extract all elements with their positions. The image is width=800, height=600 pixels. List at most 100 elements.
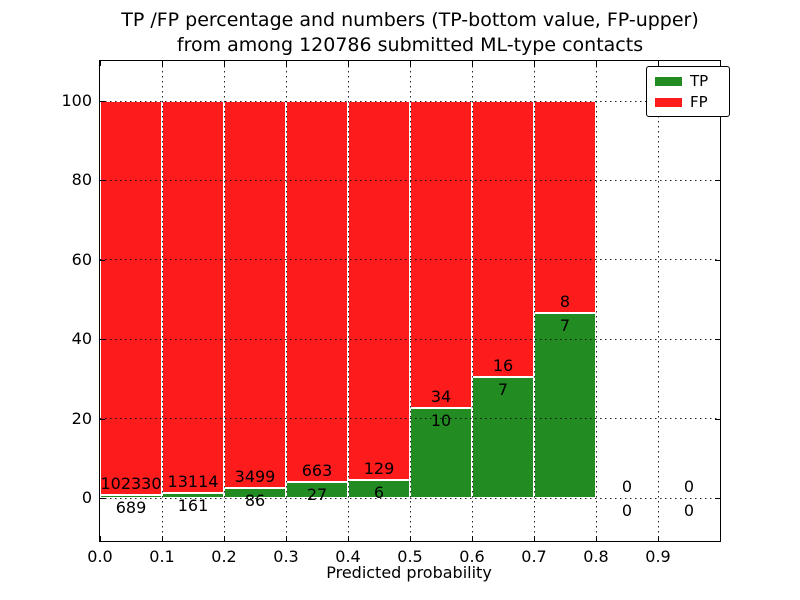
x-tick-mark bbox=[472, 536, 473, 541]
bar-segment-fp bbox=[534, 101, 596, 313]
y-tick-label: 80 bbox=[71, 170, 92, 190]
y-tick-mark bbox=[100, 259, 105, 261]
y-tick-mark bbox=[100, 418, 105, 420]
x-tick-label: 0.8 bbox=[583, 547, 609, 566]
legend-item-fp: FP bbox=[655, 95, 721, 110]
bar-segment-tp bbox=[534, 312, 596, 498]
bar-count-label-fp: 34 bbox=[430, 386, 452, 406]
x-tick-mark bbox=[596, 61, 597, 66]
x-tick-label: 0.3 bbox=[273, 547, 299, 566]
legend-label-fp: FP bbox=[690, 93, 708, 111]
x-tick-label: 0.4 bbox=[335, 547, 361, 566]
gridline-vertical bbox=[471, 61, 473, 541]
x-tick-label: 0.5 bbox=[397, 547, 423, 566]
x-tick-mark bbox=[534, 536, 535, 541]
x-tick-mark bbox=[162, 536, 163, 541]
y-tick-label: 40 bbox=[71, 329, 92, 349]
y-tick-mark bbox=[100, 101, 105, 102]
gridline-vertical bbox=[409, 61, 411, 541]
bar-count-label-tp: 7 bbox=[497, 380, 509, 400]
y-tick-mark bbox=[715, 418, 720, 420]
plot-area: TP FP Percentage 10233068913114161349986… bbox=[61, 60, 730, 566]
x-tick-mark bbox=[162, 61, 163, 66]
x-tick-mark bbox=[658, 536, 659, 541]
legend-item-tp: TP bbox=[655, 74, 721, 89]
bar-segment-fp bbox=[162, 101, 224, 494]
bar-segment-tp bbox=[472, 377, 534, 498]
x-tick-mark bbox=[534, 61, 535, 66]
bar-count-label-fp: 8 bbox=[559, 291, 571, 311]
bar-count-label-tp: 6 bbox=[373, 483, 385, 503]
chart-title-line2: from among 120786 submitted ML-type cont… bbox=[176, 34, 644, 57]
bar-count-label-tp: 27 bbox=[306, 485, 328, 505]
x-tick-label: 0.7 bbox=[521, 547, 547, 566]
bar-count-label-tp: 0 bbox=[621, 501, 633, 520]
x-tick-mark bbox=[224, 536, 225, 541]
x-tick-mark bbox=[224, 61, 225, 66]
y-tick-mark bbox=[715, 339, 720, 341]
x-tick-mark bbox=[286, 61, 287, 66]
y-tick-mark bbox=[100, 180, 105, 182]
bar-segment-fp bbox=[100, 101, 162, 496]
fp-color-swatch bbox=[655, 98, 682, 107]
x-tick-mark bbox=[472, 61, 473, 66]
gridline-vertical bbox=[657, 61, 659, 541]
bar-count-label-fp: 102330 bbox=[100, 474, 162, 494]
x-tick-mark bbox=[100, 61, 101, 66]
bar-segment-fp bbox=[348, 101, 410, 481]
bar-count-label-fp: 0 bbox=[683, 477, 695, 496]
y-tick-mark bbox=[715, 498, 720, 499]
bar-count-label-tp: 161 bbox=[177, 496, 209, 516]
y-tick-mark bbox=[715, 180, 720, 182]
x-tick-mark bbox=[658, 61, 659, 66]
bar-segment-tp bbox=[410, 407, 472, 498]
y-tick-mark bbox=[100, 339, 105, 341]
bar-count-label-fp: 16 bbox=[492, 356, 514, 376]
legend-label-tp: TP bbox=[690, 72, 709, 90]
bar-segment-fp bbox=[224, 101, 286, 489]
x-tick-mark bbox=[348, 536, 349, 541]
x-tick-mark bbox=[286, 536, 287, 541]
bar-count-label-fp: 13114 bbox=[167, 472, 219, 492]
gridline-vertical bbox=[595, 61, 597, 541]
bar-count-label-fp: 663 bbox=[301, 461, 333, 481]
y-tick-mark bbox=[100, 498, 105, 499]
x-tick-label: 0.9 bbox=[645, 547, 671, 566]
gridline-vertical bbox=[347, 61, 349, 541]
bar-segment-fp bbox=[286, 101, 348, 483]
x-tick-label: 0.0 bbox=[87, 547, 113, 566]
bar-count-label-tp: 0 bbox=[683, 501, 695, 520]
bar-count-label-tp: 86 bbox=[244, 491, 266, 511]
x-tick-label: 0.2 bbox=[211, 547, 237, 566]
tp-color-swatch bbox=[655, 77, 682, 86]
bar-count-label-fp: 3499 bbox=[234, 467, 276, 487]
bar-count-label-fp: 0 bbox=[621, 477, 633, 496]
chart-title: TP /FP percentage and numbers (TP-bottom… bbox=[90, 8, 730, 58]
x-axis-label: Predicted probability bbox=[326, 563, 492, 582]
chart-title-line1: TP /FP percentage and numbers (TP-bottom… bbox=[121, 9, 699, 31]
x-tick-mark bbox=[410, 61, 411, 66]
bar-segment-fp bbox=[410, 101, 472, 408]
bar-count-label-tp: 689 bbox=[115, 498, 147, 518]
gridline-vertical bbox=[533, 61, 535, 541]
legend: TP FP bbox=[646, 66, 730, 117]
gridline-vertical bbox=[285, 61, 287, 541]
x-tick-label: 0.6 bbox=[459, 547, 485, 566]
y-tick-label: 20 bbox=[71, 408, 92, 428]
bar-count-label-tp: 7 bbox=[559, 315, 571, 335]
y-tick-mark bbox=[715, 259, 720, 261]
x-tick-mark bbox=[596, 536, 597, 541]
y-tick-label: 0 bbox=[81, 488, 92, 507]
x-tick-mark bbox=[348, 61, 349, 66]
x-tick-mark bbox=[410, 536, 411, 541]
x-tick-label: 0.1 bbox=[149, 547, 175, 566]
y-tick-label: 60 bbox=[71, 249, 92, 269]
bar-segment-fp bbox=[472, 101, 534, 378]
x-tick-mark bbox=[100, 536, 101, 541]
gridline-vertical bbox=[223, 61, 225, 541]
y-tick-label: 100 bbox=[61, 91, 92, 110]
gridline-vertical bbox=[161, 61, 163, 541]
bar-count-label-tp: 10 bbox=[430, 410, 452, 430]
bar-count-label-fp: 129 bbox=[363, 459, 395, 479]
